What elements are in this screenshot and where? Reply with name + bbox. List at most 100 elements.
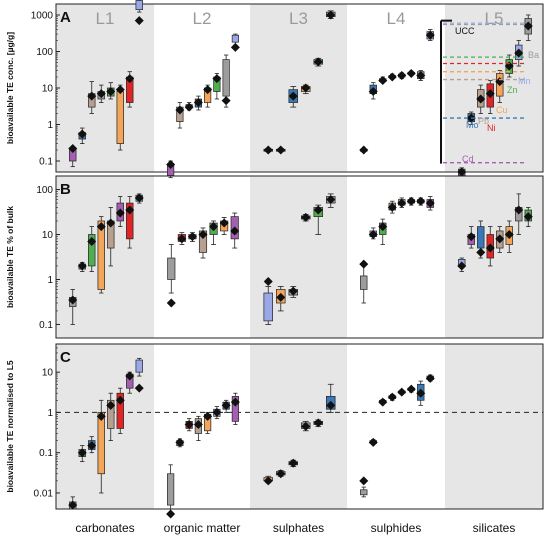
panel-a-ytick-label: 1: [47, 120, 53, 131]
panel-c-shade-5: [445, 344, 543, 509]
panel-c-median-marker: [368, 437, 378, 447]
panel-a-median-marker: [276, 145, 286, 155]
panel-b-median-marker: [87, 236, 97, 246]
panel-c-box-ni: [116, 392, 124, 429]
panel-a-ytick-label: 100: [36, 47, 53, 58]
panel-a-median-marker: [514, 48, 524, 58]
level-label-l4: L4: [387, 9, 406, 28]
panel-b-median-marker: [125, 205, 135, 215]
level-label-l3: L3: [289, 9, 308, 28]
panel-a-median-marker: [77, 129, 87, 139]
panel-b-median-marker: [425, 198, 435, 208]
panel-b-median-marker: [326, 195, 336, 205]
panel-a-median-marker: [115, 85, 125, 95]
ucc-element-label-pb: Pb: [478, 116, 489, 126]
panel-a-box-cu: [116, 91, 124, 144]
panel-a-shade-1: [56, 4, 154, 172]
panel-b-ytick-label: 100: [36, 185, 53, 196]
panel-c-ytick-label: 10: [42, 368, 54, 379]
panel-a-box-mn: [231, 34, 239, 43]
panel-b-box-ba: [167, 257, 176, 280]
panel-c-box-mn: [135, 359, 143, 373]
panel-a-ytick-label: 1000: [31, 10, 54, 21]
panel-c-shade-3: [250, 344, 347, 509]
panel-a-median-marker: [193, 98, 203, 108]
panel-b-box-mo: [477, 226, 485, 249]
panel-c-median-marker: [115, 395, 125, 405]
panel-a-median-marker: [406, 68, 416, 78]
panel-b-median-marker: [313, 205, 323, 215]
panel-c-median-marker: [96, 411, 106, 421]
panel-c-frame: [55, 343, 544, 510]
panel-b-median-marker: [416, 196, 426, 206]
panel-b-median-marker: [77, 261, 87, 271]
panel-c-median-marker: [416, 388, 426, 398]
panel-a-box-mn: [135, 0, 143, 11]
panel-b-median-marker: [276, 292, 286, 302]
panel-c-median-marker: [221, 400, 231, 410]
panel-a-median-marker: [476, 94, 486, 104]
panel-b-median-marker: [96, 222, 106, 232]
panel-b-shade-5: [445, 176, 543, 338]
category-label-5: silicates: [473, 521, 516, 535]
panel-c-median-marker: [406, 384, 416, 394]
panel-b-median-marker: [495, 234, 505, 244]
panel-c-ytick-label: 1: [47, 408, 53, 419]
panel-a-median-marker: [485, 89, 495, 99]
panel-b-median-marker: [230, 226, 240, 236]
panel-b-median-marker: [485, 243, 495, 253]
panel-c-letter: C: [60, 349, 71, 366]
panel-c-median-marker: [77, 448, 87, 458]
panel-c-median-marker: [378, 397, 388, 407]
panel-a-median-marker: [397, 70, 407, 80]
panel-c-ytick-label: 0.1: [39, 448, 53, 459]
panel-c-median-marker: [106, 400, 116, 410]
level-label-l1: L1: [96, 9, 115, 28]
panel-a-median-marker: [387, 72, 397, 82]
ucc-element-label-mn: Mn: [518, 76, 531, 86]
category-label-1: carbonates: [75, 521, 134, 535]
panel-b-median-marker: [301, 212, 311, 222]
panel-a-median-marker: [359, 145, 369, 155]
panel-a-median-marker: [175, 105, 185, 115]
panel-c-median-marker: [425, 373, 435, 383]
panel-a-median-marker: [96, 89, 106, 99]
panel-c-ytick-label: 0.01: [34, 488, 54, 499]
panel-a-median-marker: [263, 145, 273, 155]
panel-a-median-marker: [523, 21, 533, 31]
panel-c-box-ba: [167, 473, 175, 506]
panel-a-median-marker: [68, 144, 78, 154]
panel-a-median-marker: [125, 74, 135, 84]
panel-c-median-marker: [326, 400, 336, 410]
panel-a-ylabel: bioavailable TE conc. [µg/g]: [5, 32, 15, 144]
panel-c-median-marker: [175, 437, 185, 447]
panel-b-median-marker: [476, 247, 486, 257]
panel-a-ytick-label: 10: [42, 84, 54, 95]
ucc-element-label-ni: Ni: [487, 123, 496, 133]
panel-c-median-marker: [184, 420, 194, 430]
panel-c-median-marker: [68, 500, 78, 510]
panel-a-median-marker: [326, 10, 336, 20]
panel-b-median-marker: [466, 232, 476, 242]
panel-c-median-marker: [230, 397, 240, 407]
panel-b-ylabel: bioavailable TE % of bulk: [5, 206, 15, 308]
panel-b-box-ba: [360, 275, 368, 290]
panel-b-median-marker: [166, 298, 176, 308]
panel-a-median-marker: [416, 70, 426, 80]
panel-a-box-ba: [222, 59, 230, 97]
panel-c-median-marker: [313, 418, 323, 428]
panel-c-median-marker: [276, 469, 286, 479]
panel-b-median-marker: [397, 198, 407, 208]
panel-c-box-pb: [107, 399, 115, 429]
category-label-3: sulphates: [273, 521, 324, 535]
panel-c-ylabel: bioavailable TE normalised to L5: [5, 360, 15, 493]
panel-a-median-marker: [425, 30, 435, 40]
panel-c-median-marker: [125, 371, 135, 381]
panel-b-median-marker: [514, 205, 524, 215]
panel-c-median-marker: [203, 411, 213, 421]
panel-b-median-marker: [198, 230, 208, 240]
panel-b-box-zn: [88, 234, 96, 267]
panel-a-median-marker: [203, 85, 213, 95]
panel-a-shade-3: [250, 4, 347, 172]
